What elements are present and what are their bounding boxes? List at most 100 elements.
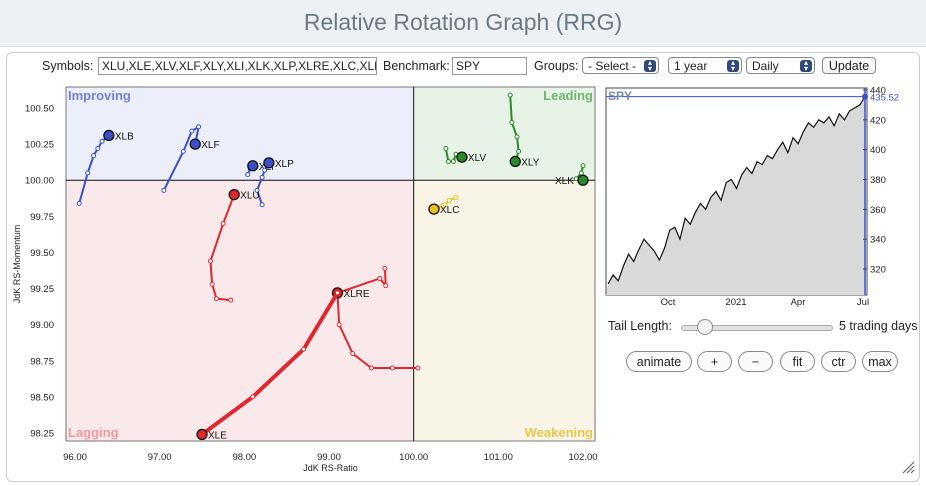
- spy-y-tick-label: 320: [870, 265, 886, 276]
- spy-y-tick-label: 440: [870, 86, 886, 97]
- tail-point-xly: [516, 148, 522, 154]
- spy-x-tick-label: Oct: [661, 297, 676, 308]
- animate-button[interactable]: animate: [626, 351, 692, 372]
- interval-select[interactable]: Daily ▴ ▾: [746, 57, 815, 74]
- tail-point-xlf: [189, 128, 195, 134]
- tail-point-xlb: [91, 153, 97, 159]
- interval-select-value: Daily: [752, 59, 779, 73]
- tail-point-xlb: [99, 138, 105, 144]
- spy-current-point: [862, 93, 868, 100]
- label-xlp: XLP: [275, 159, 294, 170]
- tail-point-xlre: [415, 365, 421, 371]
- tail-point-xlu: [220, 221, 226, 227]
- max-button[interactable]: max: [862, 351, 898, 372]
- spy-y-tick-label: 380: [870, 175, 886, 186]
- spy-x-tick-label: Apr: [791, 297, 806, 308]
- head-xlu: [228, 189, 240, 201]
- spy-x-tick-label: Jul: [857, 297, 869, 308]
- tail-point-xlre: [382, 265, 388, 271]
- y-tick-label: 99.00: [30, 320, 54, 331]
- leading-quadrant: [413, 87, 595, 181]
- tail-length-slider[interactable]: [681, 325, 833, 331]
- tail-xle: [200, 290, 340, 437]
- tail-point-xlp: [259, 202, 265, 208]
- plot-frame: [65, 86, 596, 442]
- symbols-label: Symbols:: [42, 59, 94, 73]
- y-tick-label: 100.00: [25, 176, 54, 187]
- tail-point-xlre: [336, 322, 342, 328]
- tail-point-xle: [334, 290, 340, 296]
- groups-select-value: - Select -: [588, 59, 637, 73]
- y-tick-label: 100.50: [25, 104, 54, 115]
- symbols-input[interactable]: XLU,XLE,XLV,XLF,XLY,XLI,XLK,XLP,XLRE,XLC…: [98, 57, 377, 75]
- tail-point-xlu: [213, 296, 219, 302]
- head-xlp: [263, 157, 275, 169]
- tail-point-xlu: [207, 258, 213, 264]
- label-xlb: XLB: [115, 131, 134, 142]
- spy-title: SPY: [608, 89, 632, 103]
- y-tick-label: 98.50: [30, 392, 54, 403]
- tail-point-xlc: [446, 197, 452, 203]
- tail-point-xlc: [439, 203, 445, 209]
- spy-last-value: 435.52: [870, 93, 899, 104]
- period-select[interactable]: 1 year ▴ ▾: [668, 57, 742, 74]
- head-xlf: [189, 138, 201, 150]
- label-xlk: XLK: [555, 176, 574, 187]
- tail-point-xly: [509, 119, 515, 125]
- label-xlre: XLRE: [343, 289, 369, 300]
- tail-length-slider-handle[interactable]: [697, 319, 713, 335]
- lagging-quadrant: [66, 180, 414, 441]
- spy-y-tick-label: 360: [870, 205, 886, 216]
- tail-point-xle: [250, 394, 256, 400]
- y-axis-label: JdK RS-Momentum: [12, 225, 22, 304]
- chevron-updown-icon: ▴ ▾: [800, 59, 812, 73]
- weakening-quadrant: [413, 180, 595, 441]
- tail-point-xlf: [180, 148, 186, 154]
- y-tick-label: 98.75: [30, 356, 54, 367]
- groups-select[interactable]: - Select - ▴ ▾: [582, 57, 659, 74]
- title-bar: Relative Rotation Graph (RRG): [0, 0, 926, 47]
- label-xlc: XLC: [440, 205, 459, 216]
- head-xli: [247, 160, 259, 172]
- center-button[interactable]: ctr: [821, 351, 856, 372]
- fit-button[interactable]: fit: [780, 351, 815, 372]
- tail-point-xlv: [445, 158, 451, 164]
- zoom-out-button[interactable]: −: [738, 351, 773, 372]
- zoom-in-button[interactable]: +: [697, 351, 732, 372]
- y-tick-label: 98.25: [30, 429, 54, 440]
- tail-point-xlb: [76, 200, 82, 206]
- tail-point-xlc: [453, 195, 459, 201]
- head-xlb: [103, 129, 115, 142]
- y-tick-label: 100.25: [25, 140, 54, 151]
- tail-point-xlb: [85, 170, 91, 176]
- tail-point-xlre: [377, 275, 383, 281]
- x-tick-label: 98.00: [232, 452, 256, 463]
- tail-point-xly: [507, 92, 513, 98]
- tail-point-xle: [301, 346, 307, 352]
- quadrant-label-improving: Improving: [68, 88, 131, 103]
- tail-length-value: 5 trading days: [839, 319, 918, 333]
- resize-grip-icon[interactable]: [901, 460, 915, 474]
- groups-label: Groups:: [534, 59, 579, 73]
- tail-point-xlv: [443, 145, 449, 151]
- head-xly: [509, 155, 521, 168]
- period-select-value: 1 year: [674, 59, 708, 73]
- tail-point-xlu: [209, 281, 215, 287]
- label-xlu: XLU: [240, 191, 259, 202]
- benchmark-input[interactable]: SPY: [452, 57, 527, 75]
- tail-point-xlre: [390, 365, 395, 371]
- spy-line: [607, 96, 866, 285]
- tail-point-xlf: [161, 187, 167, 193]
- tail-point-xlre: [350, 351, 356, 357]
- update-button[interactable]: Update: [822, 57, 876, 74]
- y-tick-label: 99.50: [30, 248, 54, 259]
- spy-y-tick-label: 340: [870, 235, 886, 246]
- x-tick-label: 102.00: [568, 452, 597, 463]
- tail-point-xlp: [259, 174, 265, 180]
- tail-point-xlk: [580, 163, 586, 169]
- quadrant-label-weakening: Weakening: [525, 425, 593, 440]
- tail-point-xlu: [228, 297, 234, 303]
- page-title: Relative Rotation Graph (RRG): [303, 9, 623, 35]
- x-axis-label: JdK RS-Ratio: [303, 463, 358, 473]
